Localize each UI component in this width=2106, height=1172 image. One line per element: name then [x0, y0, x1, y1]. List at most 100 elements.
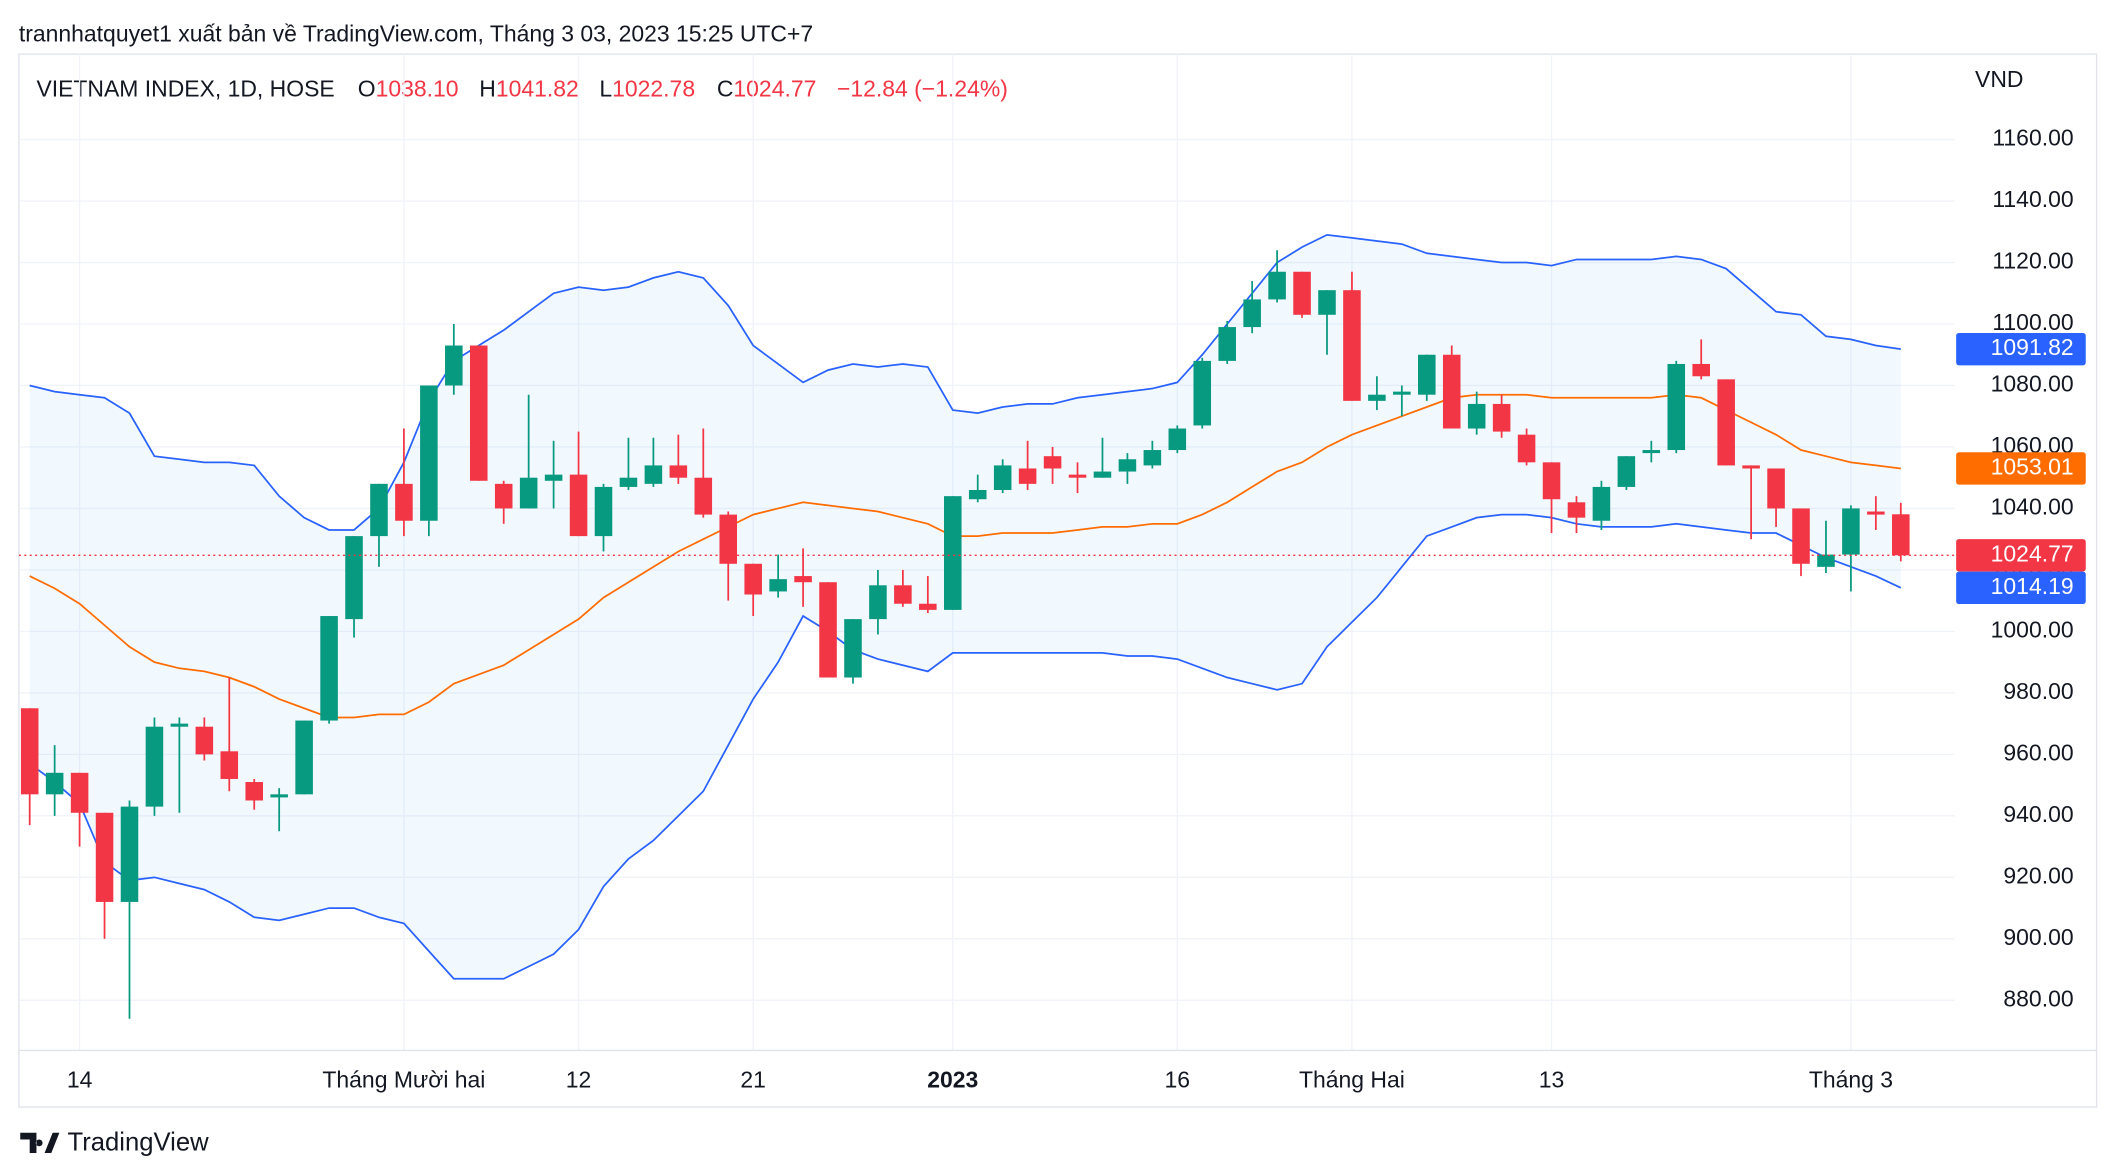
- publish-info: trannhatquyet1 xuất bản về TradingView.c…: [19, 20, 813, 46]
- x-tick-label: 14: [67, 1067, 93, 1093]
- candle-body: [1767, 468, 1785, 509]
- candle-body: [968, 490, 987, 500]
- candle-body: [1542, 462, 1561, 500]
- price-tag: [1956, 539, 2086, 572]
- price-tag-label: 1091.82: [1991, 334, 2074, 360]
- ohlc-value: 1024.77: [733, 76, 816, 102]
- ohlc-key: C: [717, 76, 734, 102]
- y-unit: VND: [1975, 66, 2023, 92]
- ohlc-value: 1038.10: [376, 76, 459, 102]
- candle-body: [1418, 354, 1436, 395]
- candle-body: [494, 483, 513, 509]
- candle-body: [1467, 403, 1486, 429]
- x-tick-label: 16: [1165, 1067, 1191, 1093]
- price-tag: [1956, 571, 2086, 604]
- band-line: [29, 393, 1901, 719]
- candle-body: [420, 385, 438, 521]
- candle-body: [869, 585, 887, 620]
- price-tag: [1956, 332, 2086, 366]
- candle-body: [1817, 554, 1835, 567]
- candle-body: [719, 514, 738, 564]
- candle-body: [1293, 271, 1311, 315]
- candle-body: [1193, 360, 1212, 426]
- y-tick-label: 1100.00: [1992, 309, 2073, 335]
- y-tick-label: 1120.00: [1992, 248, 2073, 274]
- x-tick-label: Tháng Mười hai: [322, 1067, 485, 1093]
- x-tick-label: Tháng 3: [1809, 1067, 1893, 1093]
- candle-body: [1717, 379, 1735, 466]
- candle-body: [95, 812, 114, 902]
- candle-body: [1068, 474, 1087, 478]
- x-tick-label: 13: [1539, 1067, 1565, 1093]
- candle-body: [1667, 363, 1686, 451]
- candle-body: [1492, 403, 1511, 432]
- candle-body: [1792, 508, 1810, 564]
- candle-body: [544, 474, 563, 481]
- candle-body: [295, 720, 313, 795]
- ohlc-value: 1022.78: [612, 76, 695, 102]
- candle-body: [944, 496, 962, 610]
- ohlc-key: O: [358, 76, 376, 102]
- y-tick-label: 940.00: [2003, 801, 2073, 827]
- x-tick-label: 12: [566, 1067, 592, 1093]
- candle-body: [320, 616, 338, 721]
- candle-body: [370, 483, 388, 537]
- ohlc-item: L1022.78: [599, 76, 695, 102]
- brand: TradingView: [68, 1128, 210, 1156]
- symbol: VIETNAM INDEX, 1D, HOSE: [36, 76, 334, 102]
- candle-body: [519, 477, 538, 509]
- x-tick-label: 21: [740, 1067, 766, 1093]
- candle-body: [844, 619, 862, 678]
- x-tick-label: 2023: [927, 1067, 978, 1093]
- candle-body: [694, 477, 713, 515]
- chart-frame: [18, 53, 2098, 1108]
- y-tick-label: 1040.00: [1991, 494, 2074, 520]
- candle-body: [1892, 514, 1910, 556]
- candle-body: [1442, 354, 1461, 429]
- candle-body: [170, 723, 189, 727]
- candle-body: [594, 486, 613, 537]
- y-tick-label: 1160.00: [1992, 125, 2073, 151]
- candle-body: [1742, 465, 1760, 469]
- candle-body: [644, 465, 663, 484]
- price-tag-label: 1024.77: [1991, 540, 2074, 566]
- candle-body: [1043, 456, 1062, 469]
- logo: TradingView: [20, 1128, 209, 1156]
- y-tick-label: 1000.00: [1991, 616, 2074, 642]
- price-tag: [1956, 452, 2086, 485]
- candle-body: [1692, 363, 1710, 377]
- candle-body: [1617, 456, 1636, 487]
- y-tick-label: 900.00: [2003, 924, 2073, 950]
- ohlc-item: C1024.77: [717, 76, 817, 102]
- candle-body: [1243, 299, 1261, 328]
- candle-body: [395, 483, 413, 521]
- candle-body: [1218, 327, 1236, 361]
- y-tick-label: 960.00: [2003, 739, 2073, 765]
- candle-body: [245, 782, 264, 801]
- candle-body: [819, 582, 837, 678]
- candle-body: [70, 772, 89, 813]
- y-tick-label: 880.00: [2003, 985, 2073, 1011]
- candle-body: [1118, 459, 1137, 472]
- candle-body: [744, 563, 762, 595]
- price-tag-label: 1014.19: [1991, 573, 2074, 599]
- candle-body: [1393, 391, 1411, 395]
- change: −12.84 (−1.24%): [837, 76, 1008, 102]
- candle-body: [1343, 290, 1361, 401]
- candle-body: [1592, 486, 1611, 521]
- candle-body: [993, 465, 1012, 491]
- candle-body: [1567, 502, 1586, 518]
- candle-body: [919, 603, 937, 610]
- candle-body: [619, 477, 638, 487]
- candle-body: [195, 726, 214, 755]
- band-line: [29, 233, 1901, 531]
- candle-body: [794, 576, 812, 583]
- candle-body: [1018, 468, 1037, 484]
- candle-body: [145, 726, 164, 807]
- ohlc-item: O1038.10: [358, 76, 459, 102]
- band-fill: [29, 234, 1901, 979]
- candle-body: [1517, 434, 1536, 463]
- candle-body: [1642, 450, 1661, 454]
- band-line: [29, 513, 1902, 980]
